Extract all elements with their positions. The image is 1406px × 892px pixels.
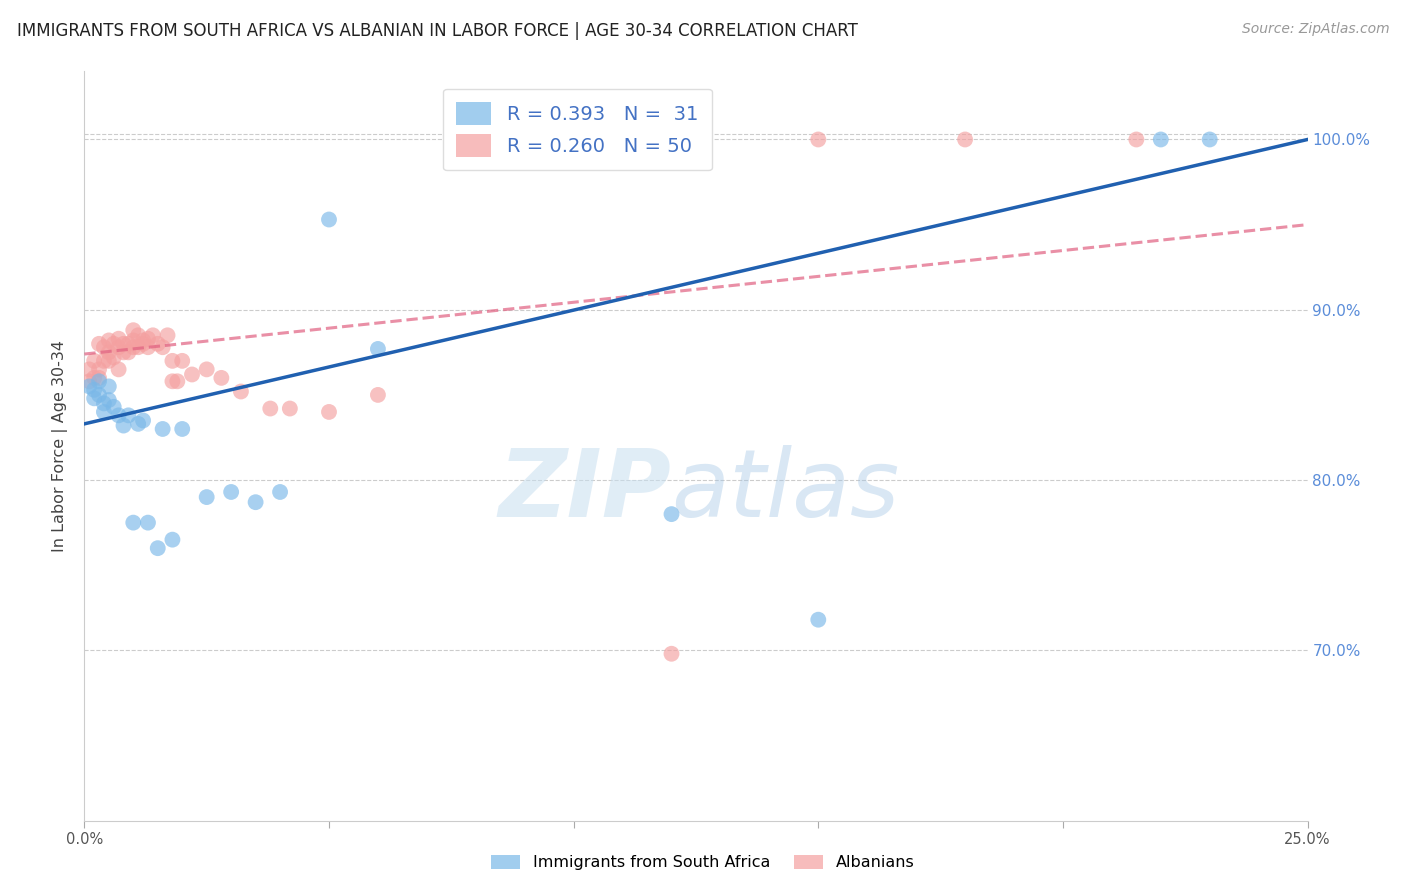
Point: [97, 345, 120, 359]
Point: [132, 413, 155, 427]
Point: [807, 132, 830, 146]
Legend: Immigrants from South Africa, Albanians: Immigrants from South Africa, Albanians: [485, 848, 921, 877]
Point: [166, 374, 188, 388]
Point: [97, 334, 120, 348]
Point: [93, 354, 115, 368]
Y-axis label: In Labor Force | Age 30-34: In Labor Force | Age 30-34: [52, 340, 69, 552]
Point: [83, 371, 105, 385]
Point: [93, 396, 115, 410]
Point: [136, 332, 159, 346]
Point: [152, 422, 174, 436]
Point: [127, 328, 149, 343]
Point: [87, 371, 110, 385]
Point: [152, 340, 174, 354]
Point: [807, 613, 830, 627]
Point: [117, 336, 139, 351]
Point: [122, 340, 145, 354]
Point: [93, 405, 115, 419]
Legend: R = 0.393   N =  31, R = 0.260   N = 50: R = 0.393 N = 31, R = 0.260 N = 50: [443, 88, 711, 170]
Point: [162, 354, 184, 368]
Point: [112, 336, 135, 351]
Point: [127, 417, 149, 431]
Point: [107, 362, 129, 376]
Point: [142, 328, 165, 343]
Point: [146, 336, 169, 351]
Text: Source: ZipAtlas.com: Source: ZipAtlas.com: [1241, 22, 1389, 37]
Point: [97, 354, 120, 368]
Point: [136, 516, 159, 530]
Point: [87, 362, 110, 376]
Point: [269, 485, 291, 500]
Point: [1125, 132, 1147, 146]
Point: [219, 485, 242, 500]
Point: [195, 490, 218, 504]
Point: [172, 354, 194, 368]
Point: [112, 418, 135, 433]
Point: [132, 334, 155, 348]
Point: [1150, 132, 1173, 146]
Point: [318, 212, 340, 227]
Point: [132, 336, 155, 351]
Point: [367, 342, 389, 356]
Point: [117, 409, 139, 423]
Point: [122, 516, 145, 530]
Point: [103, 400, 125, 414]
Point: [87, 388, 110, 402]
Point: [953, 132, 976, 146]
Point: [181, 368, 204, 382]
Point: [259, 401, 281, 416]
Point: [77, 362, 100, 376]
Point: [245, 495, 267, 509]
Point: [661, 647, 683, 661]
Point: [107, 332, 129, 346]
Point: [112, 345, 135, 359]
Point: [77, 374, 100, 388]
Point: [127, 340, 149, 354]
Point: [83, 383, 105, 397]
Point: [87, 374, 110, 388]
Point: [122, 323, 145, 337]
Point: [209, 371, 232, 385]
Point: [1198, 132, 1220, 146]
Text: ZIP: ZIP: [499, 445, 672, 537]
Point: [229, 384, 252, 399]
Point: [278, 401, 301, 416]
Point: [83, 354, 105, 368]
Text: IMMIGRANTS FROM SOUTH AFRICA VS ALBANIAN IN LABOR FORCE | AGE 30-34 CORRELATION : IMMIGRANTS FROM SOUTH AFRICA VS ALBANIAN…: [17, 22, 858, 40]
Point: [162, 374, 184, 388]
Point: [97, 379, 120, 393]
Point: [195, 362, 218, 376]
Point: [661, 507, 683, 521]
Point: [146, 541, 169, 556]
Point: [107, 409, 129, 423]
Point: [103, 351, 125, 365]
Point: [93, 340, 115, 354]
Point: [107, 340, 129, 354]
Point: [77, 379, 100, 393]
Point: [172, 422, 194, 436]
Point: [87, 336, 110, 351]
Text: atlas: atlas: [672, 445, 900, 536]
Point: [97, 392, 120, 407]
Point: [162, 533, 184, 547]
Point: [83, 392, 105, 406]
Point: [136, 340, 159, 354]
Point: [318, 405, 340, 419]
Point: [367, 388, 389, 402]
Point: [117, 345, 139, 359]
Point: [122, 334, 145, 348]
Point: [103, 336, 125, 351]
Point: [156, 328, 179, 343]
